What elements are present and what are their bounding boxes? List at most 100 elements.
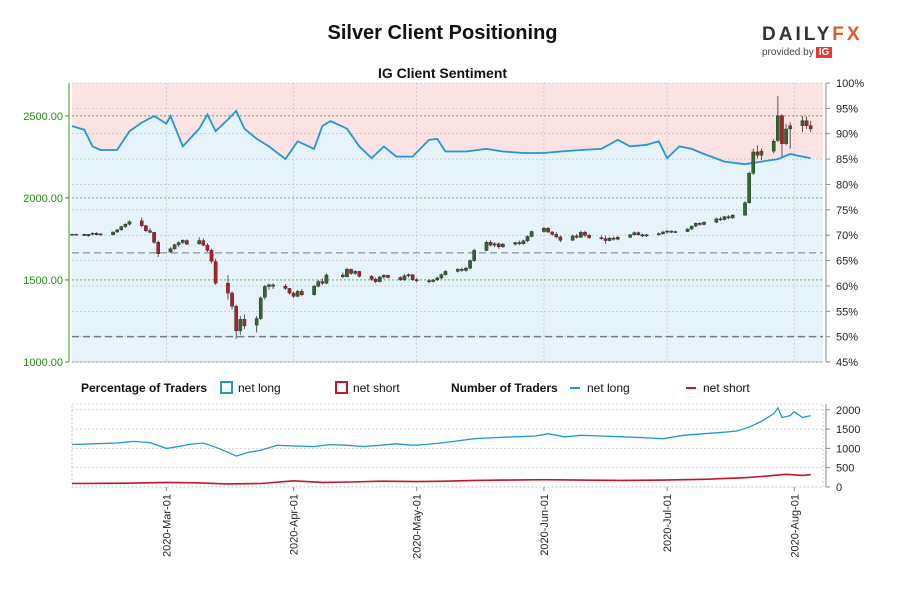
candle-body bbox=[373, 278, 378, 282]
candle-body bbox=[513, 242, 518, 245]
candle-body bbox=[90, 232, 95, 235]
traders-tick-label: 500 bbox=[836, 463, 854, 475]
candle-body bbox=[156, 241, 160, 254]
date-tick-label: 2020-Jun-01 bbox=[539, 494, 551, 556]
candle-body bbox=[718, 218, 723, 221]
candle-body bbox=[496, 243, 501, 247]
candle-body bbox=[271, 284, 275, 287]
pct-tick-label: 95% bbox=[836, 103, 858, 115]
candle-body bbox=[111, 231, 115, 236]
provided-by-label: provided by bbox=[762, 47, 814, 58]
ig-badge: IG bbox=[815, 47, 833, 58]
candle-body bbox=[611, 237, 616, 240]
legend-percentage-title: Percentage of Traders bbox=[81, 381, 208, 395]
candle-body bbox=[771, 141, 776, 152]
candle-body bbox=[525, 236, 530, 242]
candle-body bbox=[443, 271, 448, 275]
candle-body bbox=[669, 230, 673, 233]
candle-body bbox=[616, 237, 620, 240]
pct-tick-label: 85% bbox=[836, 154, 858, 166]
price-tick-label: 2000.00 bbox=[23, 193, 63, 205]
candle-body bbox=[82, 234, 87, 236]
candle-body bbox=[751, 151, 756, 174]
legend-num-long: net long bbox=[570, 381, 630, 395]
candle-body bbox=[398, 277, 403, 281]
net-long-pct-line bbox=[71, 109, 811, 166]
price-tick-label: 2500.00 bbox=[23, 111, 63, 123]
legend-long-line bbox=[570, 387, 580, 389]
candle-body bbox=[267, 284, 271, 287]
traders-tick-label: 1500 bbox=[836, 424, 860, 436]
candle-body bbox=[628, 234, 632, 238]
candle-body bbox=[410, 274, 415, 280]
candle-body bbox=[747, 173, 751, 204]
candle-body bbox=[579, 232, 583, 238]
candle-body bbox=[357, 271, 362, 277]
candle-body bbox=[369, 276, 374, 280]
candle-body bbox=[780, 115, 784, 144]
candle-body bbox=[698, 223, 702, 225]
candle-body bbox=[254, 318, 259, 326]
candle-body bbox=[603, 238, 608, 241]
candle-body bbox=[583, 232, 587, 236]
candle-body bbox=[759, 150, 764, 156]
legend-long-swatch bbox=[220, 381, 233, 394]
candle-body bbox=[115, 229, 119, 233]
candle-body bbox=[172, 244, 177, 249]
candle-body bbox=[94, 232, 99, 236]
candle-body bbox=[640, 234, 645, 237]
candle-body bbox=[205, 244, 210, 251]
candle-body bbox=[484, 241, 489, 251]
date-tick-label: 2020-Apr-01 bbox=[289, 494, 301, 555]
logo-word-accent: FX bbox=[832, 24, 863, 45]
candle-body bbox=[242, 319, 247, 327]
candle-body bbox=[283, 285, 288, 289]
candle-body bbox=[464, 267, 468, 271]
candle-body bbox=[258, 297, 263, 319]
candle-body bbox=[406, 274, 411, 277]
candle-body bbox=[517, 242, 522, 245]
candle-body bbox=[804, 120, 809, 126]
chart-title: Silver Client Positioning bbox=[327, 22, 558, 44]
candle-body bbox=[558, 236, 563, 241]
candle-body bbox=[201, 240, 206, 246]
pct-tick-label: 100% bbox=[836, 78, 864, 90]
pct-tick-label: 70% bbox=[836, 230, 858, 242]
candle-body bbox=[730, 214, 735, 219]
candle-body bbox=[439, 274, 444, 279]
candle-body bbox=[574, 235, 579, 238]
candle-body bbox=[185, 240, 189, 245]
candle-body bbox=[176, 242, 181, 245]
candle-body bbox=[788, 125, 792, 130]
candle-body bbox=[743, 202, 747, 216]
candle-body bbox=[636, 232, 641, 236]
dailyfx-logo: DAILYFX provided by IG bbox=[762, 24, 872, 58]
candle-body bbox=[726, 216, 731, 219]
candle-body bbox=[455, 269, 460, 272]
candle-body bbox=[722, 216, 727, 220]
candle-body bbox=[550, 231, 554, 235]
candle-body bbox=[386, 275, 390, 278]
candle-body bbox=[685, 228, 690, 232]
date-tick-label: 2020-Jul-01 bbox=[662, 494, 674, 552]
traders-tick-label: 1000 bbox=[836, 443, 860, 455]
pct-tick-label: 75% bbox=[836, 205, 858, 217]
candle-body bbox=[341, 274, 345, 277]
candle-body bbox=[657, 233, 661, 236]
candle-body bbox=[689, 225, 694, 230]
candle-body bbox=[488, 241, 493, 246]
candle-body bbox=[234, 306, 238, 332]
pct-tick-label: 60% bbox=[836, 281, 858, 293]
candle-body bbox=[673, 231, 678, 233]
candle-body bbox=[70, 234, 74, 236]
candle-body bbox=[784, 128, 788, 144]
candle-body bbox=[665, 230, 669, 233]
candle-body bbox=[632, 232, 637, 236]
legend-pct-long: net long bbox=[220, 381, 281, 395]
candle-body bbox=[554, 234, 559, 238]
candle-body bbox=[661, 231, 665, 234]
candle-body bbox=[144, 225, 148, 231]
traders-panel bbox=[71, 403, 824, 488]
candle-body bbox=[152, 232, 156, 243]
legend-short-line bbox=[686, 387, 696, 389]
